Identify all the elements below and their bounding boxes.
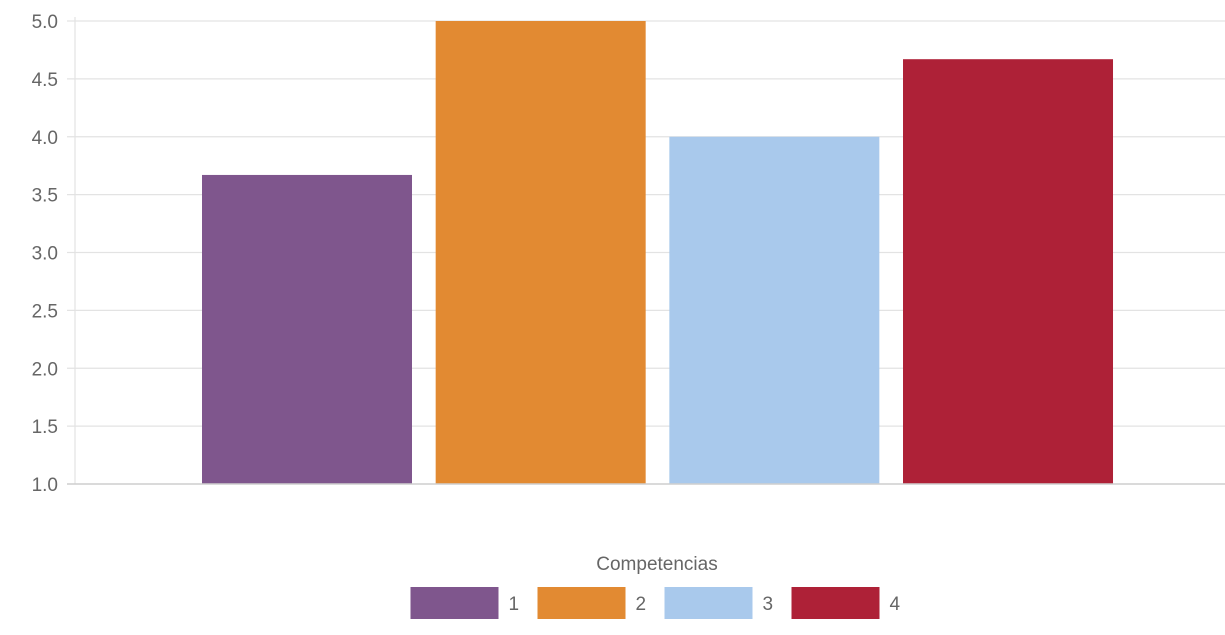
legend-swatch-2[interactable] xyxy=(537,587,626,619)
legend-swatch-3[interactable] xyxy=(664,587,753,619)
y-tick-label: 4.5 xyxy=(32,70,58,91)
x-axis-label: Competencias xyxy=(596,554,717,575)
bar-4[interactable] xyxy=(903,59,1114,484)
y-axis-ticks: 1.0 1.5 2.0 2.5 3.0 3.5 4.0 4.5 5.0 xyxy=(32,12,58,496)
y-tick-label: 4.0 xyxy=(32,128,58,149)
bar-2[interactable] xyxy=(435,21,646,484)
legend-label-2[interactable]: 2 xyxy=(636,594,647,615)
legend-swatch-1[interactable] xyxy=(410,587,499,619)
y-tick-label: 3.0 xyxy=(32,244,58,265)
y-tick-label: 1.5 xyxy=(32,417,58,438)
y-tick-label: 5.0 xyxy=(32,12,58,33)
y-tick-label: 1.0 xyxy=(32,475,58,496)
legend: 1 2 3 4 xyxy=(410,587,901,619)
y-tick-label: 2.5 xyxy=(32,301,58,322)
bar-1[interactable] xyxy=(202,174,412,484)
y-tick-label: 3.5 xyxy=(32,186,58,207)
bars xyxy=(202,21,1114,484)
legend-swatch-4[interactable] xyxy=(791,587,880,619)
legend-label-3[interactable]: 3 xyxy=(763,594,774,615)
y-tick-label: 2.0 xyxy=(32,359,58,380)
bar-3[interactable] xyxy=(669,136,880,484)
legend-label-4[interactable]: 4 xyxy=(890,594,901,615)
legend-label-1[interactable]: 1 xyxy=(509,594,520,615)
